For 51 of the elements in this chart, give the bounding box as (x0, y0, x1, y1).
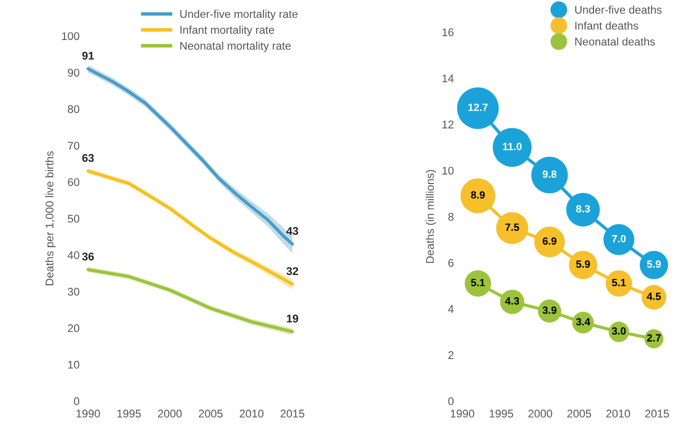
y-axis-title: Deaths per 1,000 live births (45, 151, 56, 286)
x-tick-label: 2015 (280, 410, 304, 418)
x-tick-label: 1995 (117, 410, 141, 418)
legend-label: Infant deaths (575, 21, 638, 30)
y-tick-label: 2 (448, 351, 454, 359)
x-tick-label: 1990 (450, 410, 474, 418)
data-label: 43 (286, 227, 298, 235)
y-tick-label: 8 (448, 212, 454, 221)
y-tick-label: 0 (74, 397, 80, 406)
x-tick-label: 2005 (198, 410, 223, 418)
legend-label: Neonatal deaths (575, 37, 655, 46)
data-label: 36 (82, 252, 94, 260)
x-tick-label: 2010 (606, 410, 630, 418)
legend-label: Infant mortality rate (180, 26, 274, 36)
x-tick-label: 2000 (528, 410, 552, 418)
legend-label: Neonatal mortality rate (180, 42, 291, 52)
y-tick-label: 0 (448, 397, 454, 406)
data-label: 3.4 (576, 318, 590, 326)
y-tick-label: 20 (68, 324, 80, 332)
data-label: 2.7 (647, 334, 661, 342)
data-label: 4.3 (505, 297, 520, 305)
y-tick-label: 6 (448, 258, 454, 267)
y-tick-label: 12 (442, 120, 454, 128)
x-tick-label: 2010 (240, 410, 264, 418)
data-label: 91 (82, 52, 94, 60)
y-tick-label: 70 (68, 142, 80, 150)
y-tick-label: 10 (442, 166, 454, 175)
y-tick-label: 14 (442, 74, 454, 82)
y-tick-label: 16 (442, 28, 454, 36)
legend-label: Under-five mortality rate (180, 10, 298, 20)
x-tick-label: 1995 (490, 410, 514, 418)
y-tick-label: 100 (62, 32, 80, 40)
y-tick-label: 40 (68, 251, 80, 260)
y-tick-label: 60 (68, 178, 80, 186)
y-tick-label: 4 (448, 305, 454, 313)
y-tick-label: 90 (68, 68, 80, 77)
x-tick-label: 2015 (645, 410, 669, 418)
x-tick-label: 1990 (76, 410, 100, 418)
y-axis-title: Deaths (in millions) (426, 170, 436, 263)
data-label: 32 (286, 267, 298, 276)
y-tick-label: 10 (68, 360, 80, 369)
data-label: 3.9 (542, 306, 556, 314)
y-tick-label: 50 (68, 214, 80, 223)
legend-label: Under-five deaths (575, 6, 662, 14)
data-label: 3.0 (612, 327, 626, 335)
data-label: 19 (286, 314, 298, 323)
y-tick-label: 80 (68, 105, 80, 114)
x-tick-label: 2000 (158, 410, 182, 418)
x-tick-label: 2005 (567, 410, 592, 418)
data-label: 63 (82, 154, 94, 162)
y-tick-label: 30 (68, 288, 80, 296)
